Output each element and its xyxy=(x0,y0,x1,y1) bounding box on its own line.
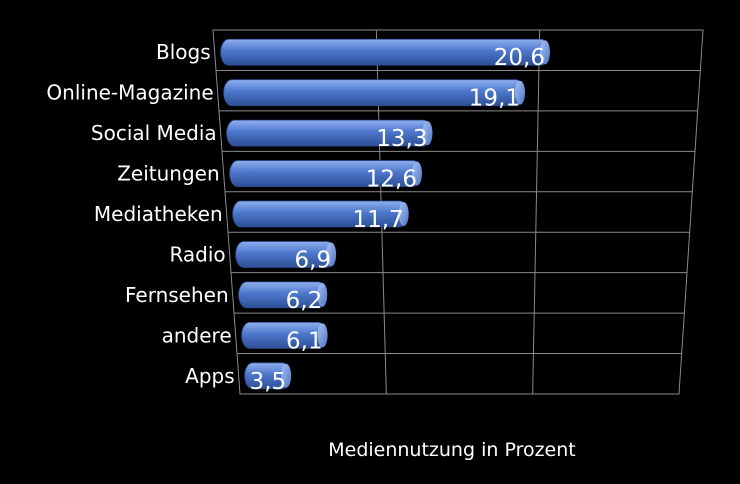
bars xyxy=(220,38,550,390)
category-label: Zeitungen xyxy=(117,162,219,186)
value-label: 13,3 xyxy=(376,126,427,152)
category-label: Social Media xyxy=(91,121,217,145)
bar-zeitungen xyxy=(229,160,423,187)
gridline-vertical xyxy=(532,29,541,395)
bar-online-magazine xyxy=(223,79,526,107)
bar-fernsehen xyxy=(238,281,328,309)
value-label: 6,1 xyxy=(286,328,323,354)
bar-apps xyxy=(244,362,292,390)
category-label: Blogs xyxy=(156,40,211,64)
category-label: Online-Magazine xyxy=(46,81,213,105)
value-label: 11,7 xyxy=(352,207,403,233)
category-label: Fernsehen xyxy=(125,283,229,307)
bar-radio xyxy=(235,241,337,268)
bar-blogs xyxy=(220,38,550,66)
category-label: andere xyxy=(162,323,232,347)
category-label: Apps xyxy=(185,364,235,388)
bar-social-media xyxy=(226,119,433,147)
value-label: 6,9 xyxy=(295,247,332,273)
bar-cap xyxy=(281,363,292,388)
bar-cap xyxy=(317,323,328,348)
bar-andere xyxy=(241,321,328,349)
bar-cap xyxy=(412,161,423,186)
value-label: 20,6 xyxy=(494,45,545,71)
value-label: 3,5 xyxy=(250,369,287,395)
bar-cap xyxy=(317,282,328,307)
value-label: 19,1 xyxy=(469,86,520,112)
bar-cap xyxy=(422,121,433,146)
bar-mediatheken xyxy=(232,200,409,228)
category-label: Mediatheken xyxy=(94,202,223,226)
bar-cap xyxy=(398,202,409,227)
category-label: Radio xyxy=(169,242,225,266)
bar-cap xyxy=(515,80,526,105)
value-label: 12,6 xyxy=(366,167,417,193)
value-labels: 20,6 19,1 13,3 12,6 11,7 6,9 6,2 6,1 3,5 xyxy=(250,45,545,395)
value-label: 6,2 xyxy=(286,288,323,314)
gridlines xyxy=(216,29,701,395)
x-axis-label: Mediennutzung in Prozent xyxy=(328,439,576,461)
bar-cap xyxy=(539,40,550,65)
category-labels: Blogs Online-Magazine Social Media Zeitunge… xyxy=(46,40,234,388)
bar-cap xyxy=(326,242,337,267)
